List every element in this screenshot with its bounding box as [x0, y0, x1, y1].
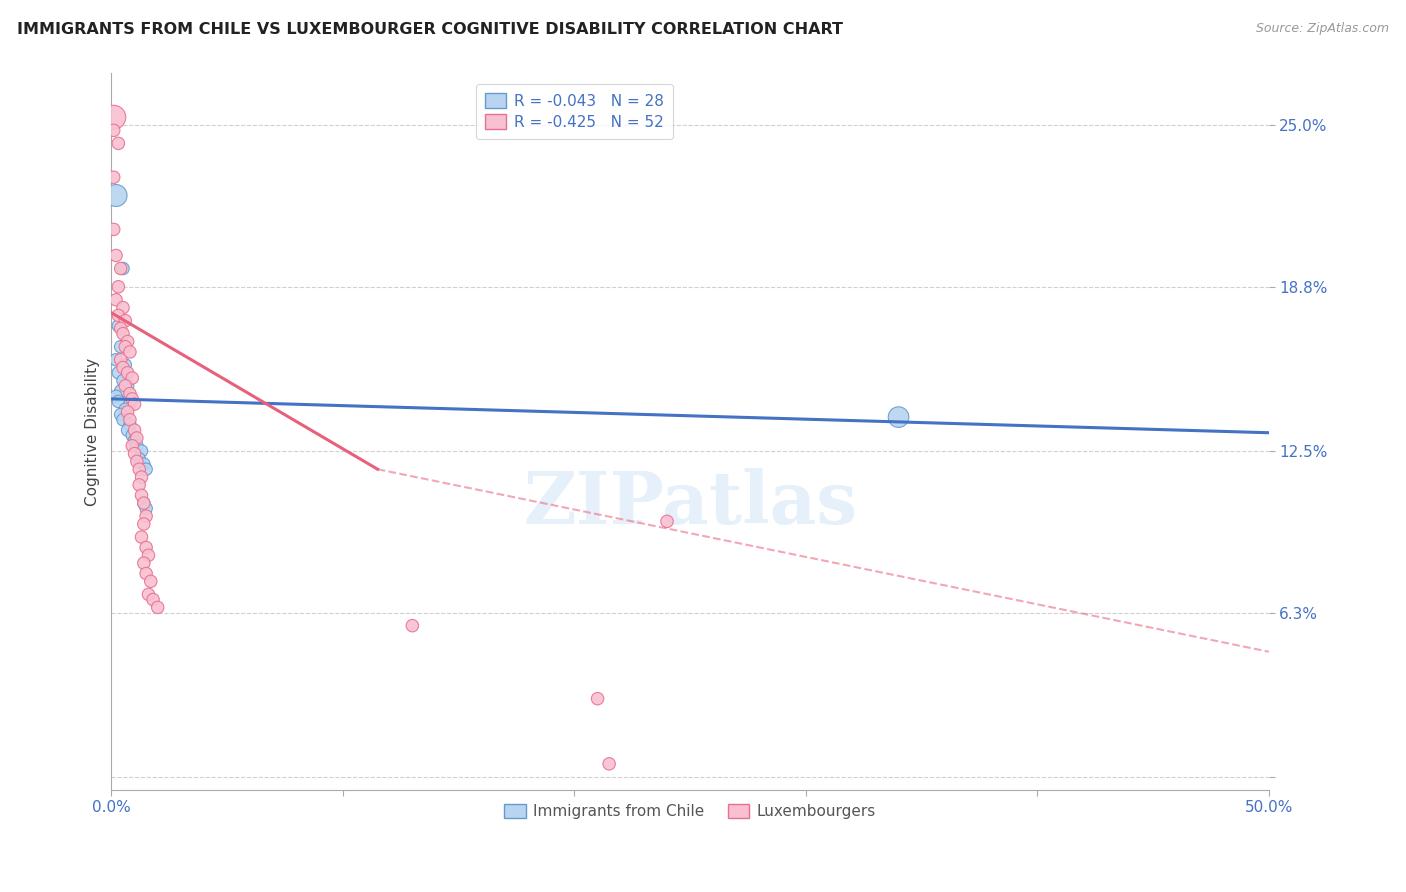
Point [139, 574, 162, 589]
Point [131, 444, 153, 458]
Point [117, 366, 139, 380]
Point [128, 451, 150, 466]
Point [103, 123, 125, 137]
Point [135, 501, 157, 516]
Point [121, 428, 143, 442]
Point [138, 587, 160, 601]
Point [117, 379, 139, 393]
Point [131, 488, 153, 502]
Point [125, 439, 148, 453]
Point [132, 556, 155, 570]
Point [114, 340, 136, 354]
Point [107, 394, 129, 409]
Point [118, 413, 141, 427]
Point [117, 405, 139, 419]
Point [132, 457, 155, 471]
Point [111, 360, 134, 375]
Point [110, 352, 132, 367]
Point [128, 462, 150, 476]
Point [107, 136, 129, 151]
Point [105, 188, 128, 202]
Point [114, 402, 136, 417]
Point [121, 392, 143, 406]
Point [124, 447, 146, 461]
Point [110, 261, 132, 276]
Point [135, 541, 157, 555]
Point [111, 374, 134, 388]
Point [118, 345, 141, 359]
Point [105, 389, 128, 403]
Point [135, 566, 157, 581]
Point [114, 379, 136, 393]
Point [121, 439, 143, 453]
Point [111, 326, 134, 341]
Point [586, 691, 609, 706]
Point [132, 496, 155, 510]
Point [111, 413, 134, 427]
Point [117, 334, 139, 349]
Point [131, 530, 153, 544]
Point [118, 417, 141, 432]
Point [146, 600, 169, 615]
Point [125, 454, 148, 468]
Point [103, 111, 125, 125]
Point [110, 340, 132, 354]
Text: IMMIGRANTS FROM CHILE VS LUXEMBOURGER COGNITIVE DISABILITY CORRELATION CHART: IMMIGRANTS FROM CHILE VS LUXEMBOURGER CO… [17, 22, 842, 37]
Point [118, 397, 141, 411]
Point [135, 462, 157, 476]
Point [111, 301, 134, 315]
Point [105, 293, 128, 307]
Point [111, 261, 134, 276]
Point [135, 509, 157, 524]
Point [132, 516, 155, 531]
Point [655, 515, 678, 529]
Text: ZIPatlas: ZIPatlas [523, 467, 858, 539]
Point [124, 397, 146, 411]
Point [128, 478, 150, 492]
Point [114, 358, 136, 372]
Point [142, 592, 165, 607]
Point [107, 318, 129, 333]
Point [138, 549, 160, 563]
Y-axis label: Cognitive Disability: Cognitive Disability [86, 358, 100, 506]
Point [124, 423, 146, 437]
Point [121, 371, 143, 385]
Point [107, 366, 129, 380]
Legend: Immigrants from Chile, Luxembourgers: Immigrants from Chile, Luxembourgers [498, 797, 882, 825]
Point [598, 756, 620, 771]
Point [103, 170, 125, 185]
Point [125, 431, 148, 445]
Point [107, 309, 129, 323]
Point [103, 222, 125, 236]
Point [131, 470, 153, 484]
Point [110, 408, 132, 422]
Point [114, 313, 136, 327]
Point [117, 423, 139, 437]
Point [105, 352, 128, 367]
Point [132, 496, 155, 510]
Point [124, 434, 146, 448]
Point [110, 321, 132, 335]
Text: Source: ZipAtlas.com: Source: ZipAtlas.com [1256, 22, 1389, 36]
Point [887, 410, 910, 425]
Point [118, 386, 141, 401]
Point [105, 248, 128, 262]
Point [401, 618, 423, 632]
Point [110, 384, 132, 398]
Point [107, 279, 129, 293]
